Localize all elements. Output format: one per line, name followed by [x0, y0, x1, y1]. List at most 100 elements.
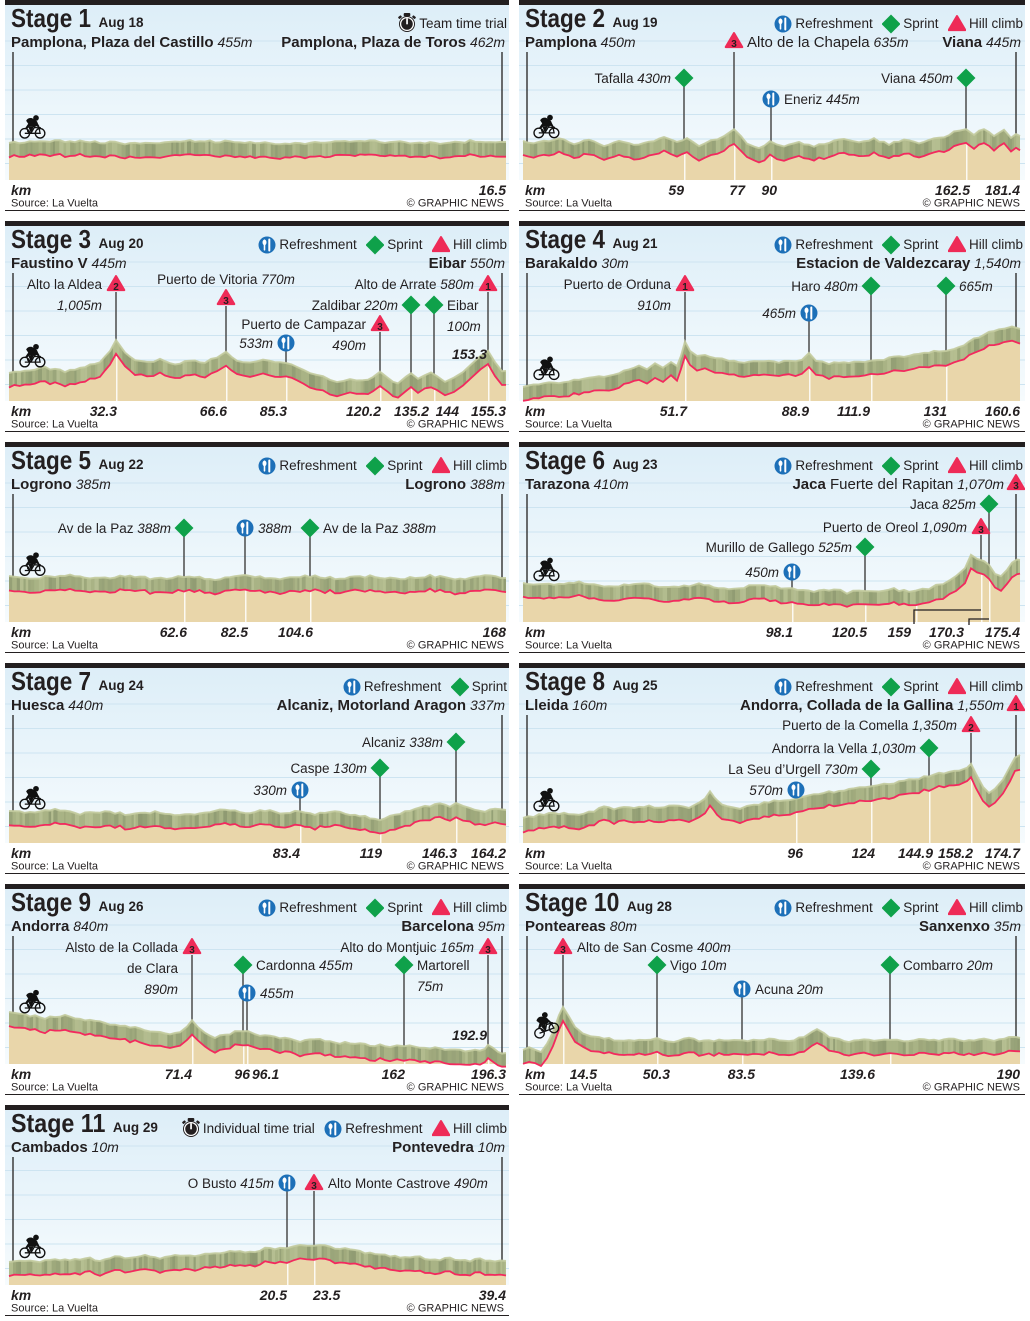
svg-text:Alto do Montjuic 165m: Alto do Montjuic 165m	[340, 940, 474, 955]
svg-text:23.5: 23.5	[312, 1287, 340, 1303]
svg-text:km: km	[11, 403, 31, 419]
svg-text:Source: La Vuelta: Source: La Vuelta	[11, 419, 99, 431]
svg-text:82.5: 82.5	[221, 624, 248, 640]
svg-text:Stage 3: Stage 3	[11, 224, 91, 254]
svg-text:533m: 533m	[239, 336, 273, 351]
svg-text:159: 159	[888, 624, 912, 640]
svg-text:135.2: 135.2	[394, 403, 429, 419]
svg-text:59: 59	[668, 182, 684, 198]
svg-text:Viana 445m: Viana 445m	[942, 34, 1021, 51]
svg-text:20.5: 20.5	[259, 1287, 287, 1303]
svg-text:51.7: 51.7	[660, 403, 688, 419]
svg-text:Puerto de la Comella 1,350m: Puerto de la Comella 1,350m	[782, 718, 957, 733]
svg-text:Stage 6: Stage 6	[525, 445, 605, 475]
svg-text:66.6: 66.6	[200, 403, 227, 419]
svg-text:Jaca Fuerte del Rapitan 1,070m: Jaca Fuerte del Rapitan 1,070m	[792, 476, 1004, 493]
svg-text:Tarazona 410m: Tarazona 410m	[525, 476, 629, 493]
svg-text:Pontevedra 10m: Pontevedra 10m	[392, 1139, 505, 1156]
svg-text:Source: La Vuelta: Source: La Vuelta	[11, 198, 99, 210]
svg-text:1: 1	[682, 282, 688, 293]
svg-text:Source: La Vuelta: Source: La Vuelta	[525, 419, 613, 431]
svg-text:Cardonna 455m: Cardonna 455m	[256, 958, 353, 973]
svg-text:Stage 9: Stage 9	[11, 887, 91, 917]
svg-text:71.4: 71.4	[165, 1066, 192, 1082]
svg-text:Ponteareas 80m: Ponteareas 80m	[525, 918, 637, 935]
svg-text:Aug 23: Aug 23	[613, 457, 659, 472]
svg-text:Source: La Vuelta: Source: La Vuelta	[11, 861, 99, 873]
svg-text:120.2: 120.2	[346, 403, 381, 419]
svg-text:39.4: 39.4	[479, 1287, 506, 1303]
svg-text:Aug 22: Aug 22	[99, 457, 144, 472]
svg-text:Alto la Aldea: Alto la Aldea	[27, 277, 103, 292]
svg-text:Source: La Vuelta: Source: La Vuelta	[525, 640, 613, 652]
svg-text:Andorra, Collada de la Gallina: Andorra, Collada de la Gallina 1,550m	[740, 697, 1004, 714]
svg-text:Stage 2: Stage 2	[525, 3, 605, 33]
svg-text:168: 168	[483, 624, 507, 640]
svg-text:570m: 570m	[749, 783, 783, 798]
svg-text:Aug 29: Aug 29	[113, 1120, 158, 1135]
svg-text:465m: 465m	[762, 306, 796, 321]
svg-text:192.9: 192.9	[452, 1027, 487, 1043]
svg-text:Cambados 10m: Cambados 10m	[11, 1139, 119, 1156]
svg-text:164.2: 164.2	[471, 845, 506, 861]
svg-text:665m: 665m	[959, 279, 993, 294]
svg-text:Lleida 160m: Lleida 160m	[525, 697, 608, 714]
svg-text:Andorra la Vella 1,030m: Andorra la Vella 1,030m	[772, 741, 916, 756]
svg-text:155.3: 155.3	[471, 403, 506, 419]
svg-text:100m: 100m	[447, 319, 481, 334]
svg-text:96: 96	[787, 845, 803, 861]
svg-text:3: 3	[377, 322, 383, 333]
svg-text:455m: 455m	[260, 986, 294, 1001]
svg-text:14.5: 14.5	[570, 1066, 597, 1082]
svg-text:162.5: 162.5	[935, 182, 970, 198]
svg-text:La Seu d’Urgell 730m: La Seu d’Urgell 730m	[728, 762, 858, 777]
svg-text:1: 1	[485, 282, 491, 293]
svg-text:153.3: 153.3	[452, 346, 487, 362]
svg-text:890m: 890m	[144, 982, 178, 997]
svg-text:50.3: 50.3	[643, 1066, 670, 1082]
svg-text:Pamplona, Plaza de Toros 462m: Pamplona, Plaza de Toros 462m	[281, 34, 505, 51]
svg-text:Caspe 130m: Caspe 130m	[290, 761, 367, 776]
svg-text:Eneriz 445m: Eneriz 445m	[784, 92, 860, 107]
svg-text:Eibar: Eibar	[447, 298, 479, 313]
svg-text:O Busto 415m: O Busto 415m	[188, 1176, 274, 1191]
svg-text:km: km	[525, 845, 545, 861]
svg-text:Estacion de Valdezcaray 1,540m: Estacion de Valdezcaray 1,540m	[796, 255, 1021, 272]
svg-text:Source: La Vuelta: Source: La Vuelta	[525, 861, 613, 873]
svg-text:88.9: 88.9	[782, 403, 809, 419]
svg-text:96: 96	[234, 1066, 250, 1082]
svg-text:Aug 21: Aug 21	[613, 236, 659, 251]
svg-text:910m: 910m	[637, 298, 671, 313]
svg-text:62.6: 62.6	[160, 624, 187, 640]
svg-text:3: 3	[189, 945, 195, 956]
svg-text:Zaldibar 220m: Zaldibar 220m	[312, 298, 398, 313]
svg-text:190: 190	[997, 1066, 1021, 1082]
svg-text:104.6: 104.6	[278, 624, 313, 640]
svg-text:Puerto de Orduna: Puerto de Orduna	[564, 277, 672, 292]
svg-text:1: 1	[1013, 702, 1019, 713]
svg-text:Pamplona, Plaza del Castillo 4: Pamplona, Plaza del Castillo 455m	[11, 34, 253, 51]
svg-text:119: 119	[360, 845, 383, 861]
svg-text:3: 3	[731, 39, 737, 50]
svg-text:Av de la Paz 388m: Av de la Paz 388m	[58, 521, 171, 536]
svg-text:330m: 330m	[253, 783, 287, 798]
svg-text:Tafalla 430m: Tafalla 430m	[594, 71, 671, 86]
svg-text:© GRAPHIC NEWS: © GRAPHIC NEWS	[407, 1082, 504, 1094]
svg-text:Puerto de Oreol 1,090m: Puerto de Oreol 1,090m	[823, 520, 967, 535]
svg-text:174.7: 174.7	[985, 845, 1021, 861]
svg-text:Barcelona 95m: Barcelona 95m	[401, 918, 505, 935]
svg-text:Viana 450m: Viana 450m	[881, 71, 953, 86]
svg-text:© GRAPHIC NEWS: © GRAPHIC NEWS	[923, 640, 1020, 652]
svg-text:Aug 20: Aug 20	[99, 236, 144, 251]
svg-text:170.3: 170.3	[929, 624, 964, 640]
svg-text:3: 3	[223, 296, 229, 307]
svg-text:Source: La Vuelta: Source: La Vuelta	[525, 198, 613, 210]
svg-text:139.6: 139.6	[840, 1066, 875, 1082]
svg-text:Source: La Vuelta: Source: La Vuelta	[525, 1082, 613, 1094]
svg-text:490m: 490m	[332, 338, 366, 353]
svg-text:Huesca 440m: Huesca 440m	[11, 697, 104, 714]
svg-text:2: 2	[968, 723, 974, 734]
svg-text:Barakaldo 30m: Barakaldo 30m	[525, 255, 629, 272]
svg-text:Stage 7: Stage 7	[11, 666, 91, 696]
svg-text:90: 90	[761, 182, 777, 198]
